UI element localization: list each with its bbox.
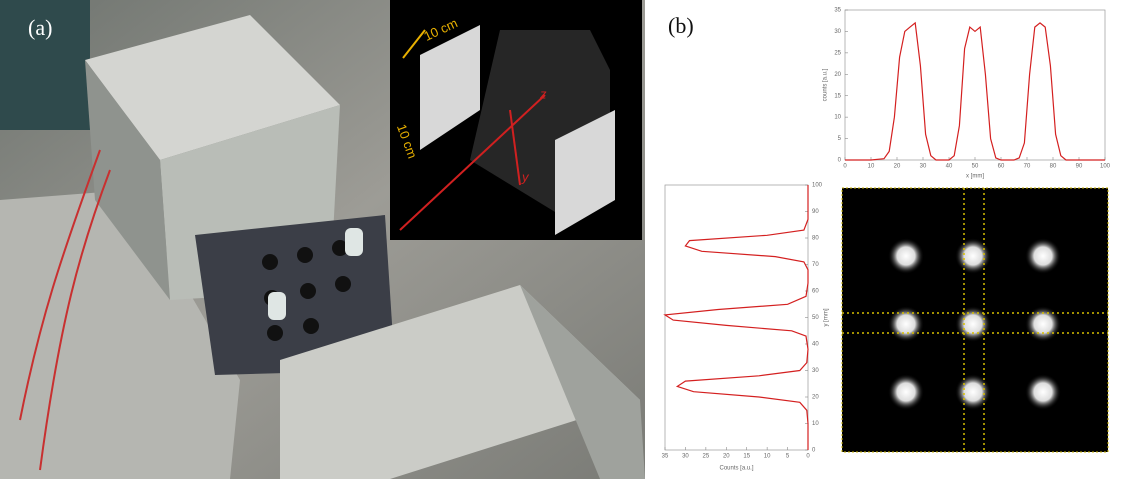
x-tick-label: 0 [806,454,810,460]
y-tick-label: 25 [834,50,841,56]
x-tick-label: 30 [682,454,689,460]
x-tick-label: 60 [998,164,1005,170]
y-tick-label: 15 [834,93,841,99]
y-tick-label: 80 [812,236,819,242]
figure: (a) 10 cm 10 cm z y (b) 0102030405060708… [0,0,1121,479]
x-tick-label: 20 [723,454,730,460]
x-tick-label: 5 [786,454,790,460]
y-tick-label: 50 [812,315,819,321]
x-tick-label: 80 [1050,164,1057,170]
x-tick-label: 20 [894,164,901,170]
x-tick-label: 70 [1024,164,1031,170]
x-tick-label: 40 [946,164,953,170]
x-axis-label: x [mm] [966,174,984,180]
x-tick-label: 25 [703,454,710,460]
y-tick-label: 100 [812,183,823,189]
y-tick-label: 10 [834,115,841,121]
y-tick-label: 20 [812,395,819,401]
y-tick-label: 5 [838,136,842,142]
x-tick-label: 15 [743,454,750,460]
x-tick-label: 0 [843,164,847,170]
profile-line [665,185,808,450]
profile-line [845,23,1105,160]
source-spots [888,238,1061,410]
x-tick-label: 100 [1100,164,1111,170]
x-tick-label: 90 [1076,164,1083,170]
y-tick-label: 10 [812,421,819,427]
y-axis-label: y [mm] [824,308,830,326]
y-tick-label: 60 [812,289,819,295]
axis-label: z [539,86,547,101]
y-tick-label: 70 [812,262,819,268]
y-tick-label: 20 [834,72,841,78]
x-tick-label: 50 [972,164,979,170]
source-vial [268,292,286,320]
y-tick-label: 30 [834,29,841,35]
y-tick-label: 40 [812,342,819,348]
source-vial [345,228,363,256]
y-tick-label: 35 [834,8,841,14]
x-tick-label: 10 [764,454,771,460]
y-axis-label: counts [a.u.] [823,68,829,101]
y-tick-label: 0 [812,448,816,454]
x-tick-label: 35 [662,454,669,460]
panel-label: (a) [28,15,52,40]
photo-panel: (a) 10 cm 10 cm z y [0,0,645,479]
x-tick-label: 30 [920,164,927,170]
x-axis-label: Counts [a.u.] [719,466,753,472]
x-tick-label: 10 [868,164,875,170]
y-tick-label: 30 [812,368,819,374]
render-inset: 10 cm 10 cm z y [390,0,642,240]
y-tick-label: 0 [838,158,842,164]
y-tick-label: 90 [812,209,819,215]
panel-label: (b) [668,13,694,38]
plot-frame [665,185,808,450]
plot-frame [845,10,1105,160]
image-map [842,188,1108,452]
